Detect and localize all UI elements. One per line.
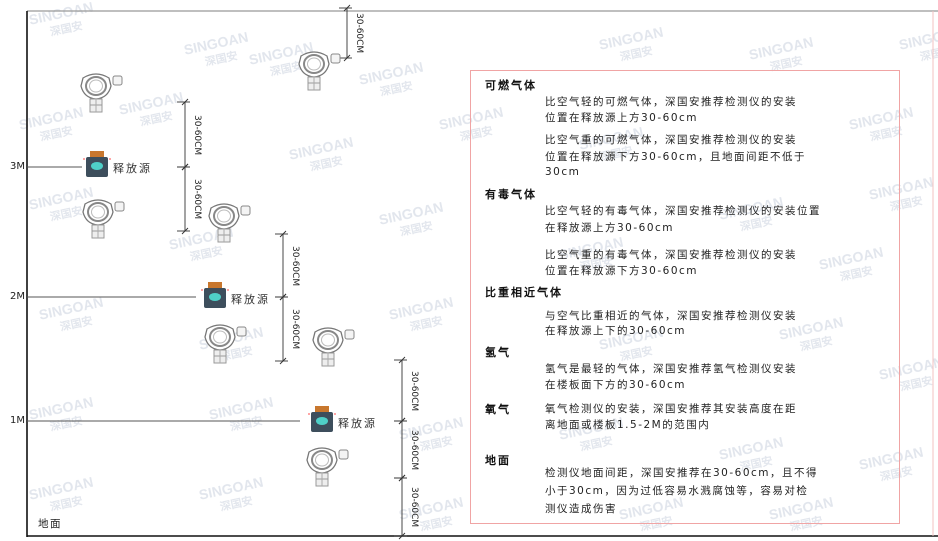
section-text-line: 测仪造成伤害 bbox=[545, 503, 617, 515]
dimension-line bbox=[177, 163, 190, 235]
dimension-label: 30-60CM bbox=[354, 13, 364, 54]
section-text-line: 检测仪地面间距，深国安推荐在30-60cm，且不得 bbox=[545, 467, 819, 479]
gas-detector-icon bbox=[304, 446, 350, 492]
dimension-label: 30-60CM bbox=[409, 370, 419, 411]
dimension-line bbox=[275, 293, 288, 365]
release-source-label: 释放源 bbox=[231, 293, 270, 306]
gas-detector-icon bbox=[80, 198, 126, 244]
section-title: 氧气 bbox=[485, 403, 511, 416]
release-source-icon bbox=[82, 150, 112, 182]
section-title: 有毒气体 bbox=[485, 188, 537, 201]
dimension-label: 30-60CM bbox=[192, 114, 202, 155]
section-title: 可燃气体 bbox=[485, 79, 537, 92]
section-text-line: 氧气检测仪的安装，深国安推荐其安装高度在距 bbox=[545, 403, 797, 415]
section-text-line: 比空气重的有毒气体，深国安推荐检测仪的安装 bbox=[545, 249, 797, 261]
release-source-label: 释放源 bbox=[338, 417, 377, 430]
release-source-icon bbox=[307, 405, 337, 437]
dimension-line bbox=[339, 4, 352, 62]
dimension-label: 30-60CM bbox=[409, 429, 419, 470]
dimension-label: 30-60CM bbox=[409, 487, 419, 528]
dimension-line bbox=[177, 98, 190, 171]
level-label-1m: 1M bbox=[10, 415, 25, 426]
release-source-icon bbox=[200, 281, 230, 313]
section-text-line: 30cm bbox=[545, 166, 581, 178]
section-text-line: 氢气是最轻的气体，深国安推荐氢气检测仪安装 bbox=[545, 363, 797, 375]
section-text-line: 位置在释放源下方30-60cm bbox=[545, 265, 699, 277]
release-source-label: 释放源 bbox=[113, 162, 152, 175]
dimension-line bbox=[394, 417, 407, 482]
gas-detector-icon bbox=[206, 202, 252, 248]
dimension-line bbox=[394, 474, 407, 540]
dimension-line bbox=[275, 230, 288, 301]
gas-detector-icon bbox=[78, 72, 124, 118]
gas-detector-icon bbox=[310, 326, 356, 372]
level-label-2m: 2M bbox=[10, 291, 25, 302]
info-panel bbox=[470, 70, 900, 524]
dimension-line bbox=[394, 356, 407, 425]
gas-detector-icon bbox=[296, 50, 342, 96]
section-text-line: 比空气重的可燃气体，深国安推荐检测仪的安装 bbox=[545, 134, 797, 146]
section-title: 地面 bbox=[485, 454, 511, 467]
dimension-label: 30-60CM bbox=[290, 309, 300, 350]
section-text-line: 与空气比重相近的气体，深国安推荐检测仪安装 bbox=[545, 310, 797, 322]
gas-detector-icon bbox=[202, 323, 248, 369]
section-title: 氢气 bbox=[485, 346, 511, 359]
section-text-line: 位置在释放源上方30-60cm bbox=[545, 112, 699, 124]
section-text-line: 在释放源上下的30-60cm bbox=[545, 325, 687, 337]
section-text-line: 在楼板面下方的30-60cm bbox=[545, 379, 687, 391]
section-title: 比重相近气体 bbox=[485, 286, 563, 299]
section-text-line: 小于30cm，因为过低容易水溅腐蚀等，容易对检 bbox=[545, 485, 809, 497]
dimension-label: 30-60CM bbox=[290, 245, 300, 286]
dimension-label: 30-60CM bbox=[192, 179, 202, 220]
section-text-line: 位置在释放源下方30-60cm，且地面间距不低于 bbox=[545, 151, 807, 163]
section-text-line: 在释放源上方30-60cm bbox=[545, 222, 675, 234]
section-text-line: 离地面或楼板1.5-2M的范围内 bbox=[545, 419, 711, 431]
section-text-line: 比空气轻的有毒气体，深国安推荐检测仪的安装位置 bbox=[545, 205, 821, 217]
section-text-line: 比空气轻的可燃气体，深国安推荐检测仪的安装 bbox=[545, 96, 797, 108]
ground-label: 地面 bbox=[38, 518, 62, 530]
level-label-3m: 3M bbox=[10, 161, 25, 172]
